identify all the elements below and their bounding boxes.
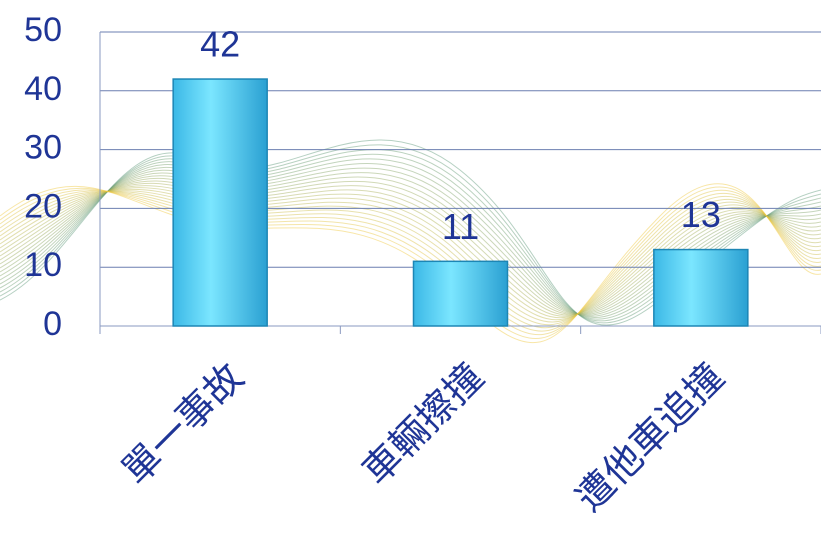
wave-line xyxy=(0,188,821,321)
wave-line xyxy=(0,172,821,315)
bar xyxy=(172,78,268,327)
y-tick-label: 30 xyxy=(24,129,62,167)
data-label: 11 xyxy=(442,206,479,247)
wave-line xyxy=(0,175,821,315)
bar xyxy=(412,260,509,327)
wave-line xyxy=(0,182,821,316)
x-tick-label: 單一事故 xyxy=(113,355,252,494)
wave-line xyxy=(0,190,821,323)
wave-line xyxy=(0,163,821,317)
y-tick-label: 20 xyxy=(24,187,62,225)
y-tick-label: 0 xyxy=(43,305,62,343)
wave-line xyxy=(0,177,821,315)
data-label: 42 xyxy=(200,24,240,65)
y-tick-label: 50 xyxy=(24,11,62,49)
x-tick-label: 遭他車追撞 xyxy=(567,355,732,520)
plot-area: 0 10 20 30 40 50 單一事故 42 車輛擦撞 11 遭他車追撞 13 xyxy=(24,11,821,520)
x-tick-label: 車輛擦撞 xyxy=(354,355,493,494)
wave-line xyxy=(0,158,821,318)
y-tick-label: 10 xyxy=(24,246,62,284)
wave-line xyxy=(0,185,821,317)
y-tick-label: 40 xyxy=(24,70,62,108)
wave-line xyxy=(0,180,821,315)
wave-line xyxy=(0,167,821,316)
wave-line xyxy=(0,187,821,319)
bar xyxy=(653,248,749,327)
data-label: 13 xyxy=(681,194,721,235)
